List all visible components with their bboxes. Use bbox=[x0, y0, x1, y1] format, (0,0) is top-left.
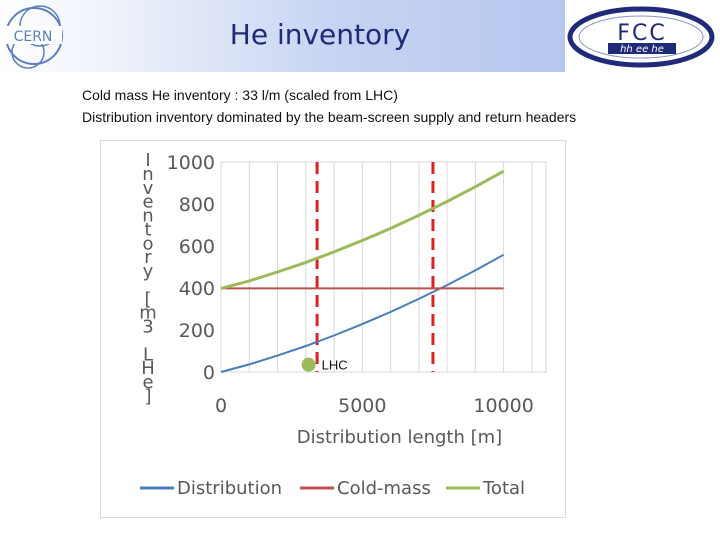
x-axis-title: Distribution length [m] bbox=[297, 427, 502, 448]
y-axis-title-char: e bbox=[142, 192, 153, 213]
bullet-1: Cold mass He inventory : 33 l/m (scaled … bbox=[82, 87, 398, 103]
y-tick-label: 0 bbox=[203, 362, 215, 384]
y-axis-title-char: m bbox=[139, 303, 157, 324]
cern-logo-text: CERN bbox=[14, 29, 53, 45]
y-axis-title-char: t bbox=[144, 219, 151, 240]
y-axis-title-char: H bbox=[141, 358, 155, 379]
x-tick-label: 5000 bbox=[338, 395, 386, 417]
cern-logo: CERN bbox=[4, 5, 63, 69]
fcc-logo: FCC hh ee he bbox=[567, 6, 715, 68]
y-tick-label: 400 bbox=[179, 278, 215, 300]
chart-frame bbox=[100, 140, 566, 518]
legend-label: Total bbox=[482, 478, 525, 499]
y-axis-title-char: n bbox=[142, 206, 153, 227]
y-axis-title-char: r bbox=[144, 247, 152, 268]
y-tick-label: 800 bbox=[179, 194, 215, 216]
lhc-marker-label: LHC bbox=[322, 358, 348, 373]
x-tick-label: 0 bbox=[215, 395, 227, 417]
y-axis-title-char: [ bbox=[144, 289, 151, 310]
legend: Distribution Cold-mass Total bbox=[140, 478, 525, 499]
y-axis-title-char: n bbox=[142, 164, 153, 185]
legend-label: Distribution bbox=[177, 478, 282, 499]
y-axis-title-char: I bbox=[145, 150, 150, 171]
y-axis-title-char: L bbox=[143, 344, 153, 365]
slide-title: He inventory bbox=[229, 18, 411, 51]
series-line-distribution bbox=[220, 253, 505, 373]
series-line-total bbox=[220, 169, 505, 290]
y-axis-title-char: v bbox=[143, 178, 154, 199]
plot-area bbox=[220, 161, 547, 373]
y-axis-title-char: 3 bbox=[142, 317, 153, 338]
y-tick-label: 200 bbox=[179, 320, 215, 342]
y-tick-label: 600 bbox=[179, 236, 215, 258]
y-axis-title-char: e bbox=[142, 372, 153, 393]
header-band bbox=[0, 0, 565, 72]
y-tick-label: 1000 bbox=[167, 152, 215, 174]
lhc-marker bbox=[301, 357, 316, 372]
y-axis-title-char: y bbox=[143, 261, 154, 282]
fcc-logo-text: FCC bbox=[617, 21, 666, 46]
y-axis-title-char: ] bbox=[144, 386, 151, 407]
bullet-2: Distribution inventory dominated by the … bbox=[82, 109, 577, 125]
legend-label: Cold-mass bbox=[337, 478, 431, 499]
fcc-logo-subtext: hh ee he bbox=[620, 44, 664, 55]
x-tick-label: 10000 bbox=[473, 395, 533, 417]
y-axis-title-char: o bbox=[142, 233, 153, 254]
